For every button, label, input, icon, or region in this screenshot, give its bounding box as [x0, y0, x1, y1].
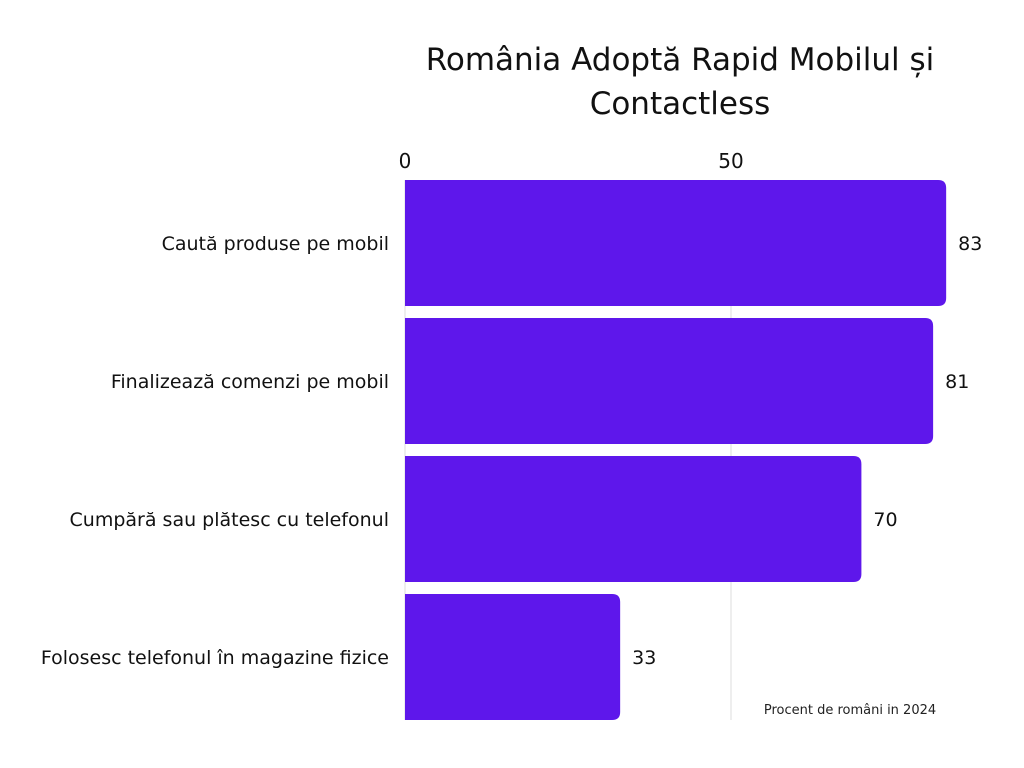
annotation: Procent de români in 2024: [764, 703, 936, 718]
data-label: 81: [945, 371, 969, 393]
data-label: 70: [873, 509, 897, 531]
x-tick-label: 0: [399, 149, 412, 173]
x-tick-label: 50: [718, 149, 743, 173]
bar: [405, 456, 862, 582]
category-label: Cumpără sau plătesc cu telefonul: [70, 509, 389, 531]
bar: [405, 180, 947, 306]
category-label: Finalizează comenzi pe mobil: [111, 371, 389, 393]
category-label: Caută produse pe mobil: [162, 233, 389, 255]
bar: [405, 318, 934, 444]
bar: [405, 594, 621, 720]
category-label: Folosesc telefonul în magazine fizice: [41, 647, 389, 669]
data-label: 83: [958, 233, 982, 255]
chart-title: România Adoptă Rapid Mobilul și Contactl…: [425, 42, 935, 122]
data-label: 33: [632, 647, 656, 669]
